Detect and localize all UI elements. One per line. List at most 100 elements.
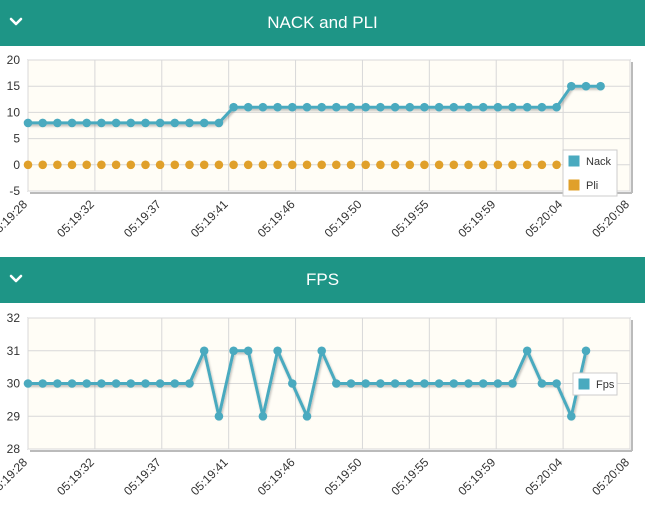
data-point-pli — [376, 160, 385, 170]
fps-panel-header: FPS — [0, 257, 645, 303]
x-tick-label: 05:20:08 — [589, 455, 632, 498]
y-tick-label: 30 — [7, 377, 21, 391]
y-tick-label: 31 — [7, 344, 21, 358]
data-point-pli — [508, 160, 517, 170]
data-point-nack — [361, 102, 371, 112]
x-tick-label: 05:19:28 — [0, 455, 30, 498]
data-point-nack — [185, 118, 194, 128]
data-point-fps — [38, 379, 47, 388]
data-point-nack — [522, 102, 532, 112]
x-tick-label: 05:19:50 — [322, 455, 365, 498]
data-point-nack — [449, 102, 459, 112]
y-tick-label: 0 — [13, 158, 20, 172]
data-point-pli — [229, 160, 238, 170]
data-point-nack — [508, 102, 517, 112]
x-tick-label: 05:19:37 — [121, 197, 164, 240]
data-point-nack — [464, 102, 473, 112]
data-point-fps — [478, 379, 488, 388]
x-tick-label: 05:19:55 — [389, 455, 432, 498]
data-point-pli — [126, 160, 136, 170]
y-tick-label: 10 — [7, 105, 21, 119]
chevron-down-icon[interactable] — [8, 14, 24, 30]
data-point-fps — [185, 379, 194, 388]
data-point-pli — [522, 160, 532, 170]
series-line-nack — [28, 84, 601, 125]
data-point-fps — [376, 379, 385, 388]
data-point-fps — [273, 346, 282, 356]
y-tick-label: 29 — [7, 409, 21, 423]
data-point-nack — [596, 81, 605, 91]
x-tick-label: 05:19:41 — [188, 197, 231, 240]
data-point-nack — [243, 102, 253, 112]
data-point-nack — [493, 102, 503, 112]
data-point-fps — [449, 379, 459, 388]
data-point-pli — [214, 160, 224, 170]
data-point-nack — [126, 118, 136, 128]
data-point-nack — [332, 102, 341, 112]
data-point-nack — [552, 102, 561, 112]
data-point-pli — [273, 160, 282, 170]
y-tick-label: 32 — [7, 311, 21, 325]
data-point-nack — [420, 102, 429, 112]
data-point-pli — [420, 160, 429, 170]
legend-label-nack: Nack — [586, 156, 612, 168]
data-point-pli — [288, 160, 297, 170]
data-point-fps — [361, 379, 371, 388]
data-point-pli — [552, 160, 561, 170]
data-point-fps — [82, 379, 91, 388]
x-tick-label: 05:19:46 — [255, 455, 298, 498]
data-point-pli — [478, 160, 488, 170]
data-point-fps — [67, 379, 77, 388]
x-tick-label: 05:20:04 — [522, 455, 565, 498]
data-point-fps — [302, 412, 312, 421]
data-point-pli — [82, 160, 91, 170]
data-point-nack — [302, 102, 312, 112]
data-point-nack — [214, 118, 224, 128]
data-point-nack — [581, 81, 591, 91]
data-point-nack — [478, 102, 488, 112]
data-point-nack — [38, 118, 47, 128]
data-point-nack — [67, 118, 77, 128]
data-point-nack — [82, 118, 91, 128]
data-point-fps — [243, 346, 253, 356]
data-point-fps — [170, 379, 180, 388]
data-point-fps — [537, 379, 547, 388]
data-point-pli — [185, 160, 194, 170]
data-point-pli — [111, 160, 121, 170]
x-tick-label: 05:19:37 — [121, 455, 164, 498]
data-point-fps — [346, 379, 356, 388]
y-tick-label: 28 — [7, 442, 21, 456]
data-point-fps — [23, 379, 33, 388]
x-tick-label: 05:19:46 — [255, 197, 298, 240]
data-point-pli — [317, 160, 327, 170]
data-point-pli — [243, 160, 253, 170]
data-point-pli — [302, 160, 312, 170]
x-tick-label: 05:19:32 — [54, 455, 97, 498]
data-point-fps — [552, 379, 561, 388]
legend-label-pli: Pli — [586, 180, 598, 192]
data-point-pli — [390, 160, 400, 170]
data-point-fps — [464, 379, 473, 388]
data-point-pli — [141, 160, 150, 170]
data-point-nack — [567, 81, 576, 91]
data-point-fps — [126, 379, 136, 388]
data-point-fps — [493, 379, 503, 388]
y-tick-label: 20 — [7, 53, 21, 67]
x-tick-label: 05:19:41 — [188, 455, 231, 498]
data-point-nack — [376, 102, 385, 112]
data-point-pli — [258, 160, 268, 170]
data-point-pli — [405, 160, 415, 170]
data-point-nack — [288, 102, 297, 112]
data-point-fps — [434, 379, 444, 388]
x-tick-label: 05:20:08 — [589, 197, 632, 240]
data-point-nack — [317, 102, 327, 112]
data-point-pli — [493, 160, 503, 170]
data-point-pli — [23, 160, 33, 170]
chevron-down-icon[interactable] — [8, 271, 24, 287]
data-point-fps — [420, 379, 429, 388]
nack-pli-panel-header: NACK and PLI — [0, 0, 645, 46]
data-point-nack — [155, 118, 165, 128]
data-point-pli — [67, 160, 77, 170]
data-point-fps — [522, 346, 532, 356]
data-point-nack — [537, 102, 547, 112]
